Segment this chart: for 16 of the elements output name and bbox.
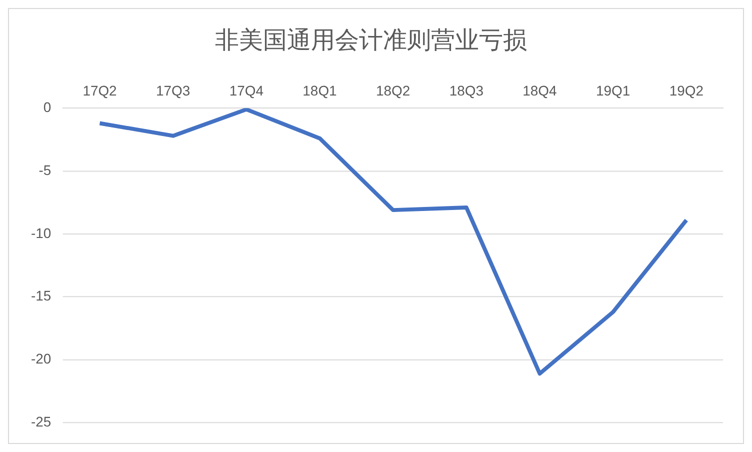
y-tick-label: -20 — [30, 350, 52, 367]
x-tick-label: 17Q4 — [229, 82, 264, 99]
y-tick-label: 0 — [43, 98, 52, 115]
x-tick-label: 18Q1 — [302, 82, 338, 99]
x-tick-label: 17Q2 — [82, 82, 118, 99]
chart-title: 非美国通用会计准则营业亏损 — [214, 26, 528, 54]
x-tick-label: 18Q3 — [449, 82, 484, 99]
y-tick-label: -25 — [30, 414, 52, 430]
y-tick-label: -10 — [30, 224, 52, 241]
x-tick-label: 18Q4 — [522, 82, 558, 99]
y-tick-label: -15 — [30, 288, 52, 304]
x-tick-label: 19Q2 — [669, 82, 704, 99]
y-tick-label: -5 — [38, 162, 52, 178]
x-tick-label: 19Q1 — [596, 82, 630, 99]
x-tick-label: 17Q3 — [156, 82, 190, 99]
x-tick-label: 18Q2 — [376, 82, 410, 99]
